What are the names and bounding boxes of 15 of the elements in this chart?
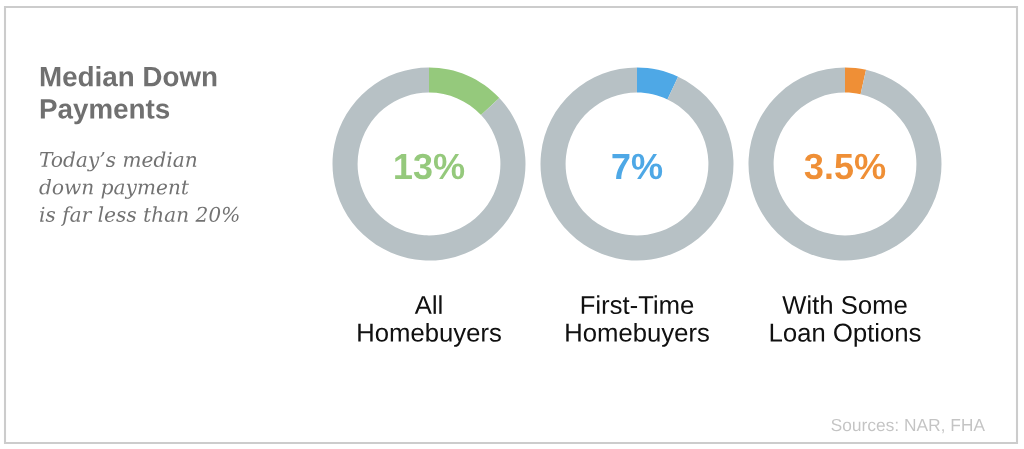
text: With Some Loan Options [770,295,921,347]
text: First-Time Homebuyers [566,295,709,347]
donut-slice [748,67,942,261]
donut-slice [845,67,867,95]
text: 7% [612,153,663,180]
donut-slice [540,67,734,261]
text: Median Down Payments [40,66,217,125]
text: 3.5% [804,153,886,180]
text: All Homebuyers [358,295,501,347]
text: Today’s median down payment is far less than 20% [39,151,239,226]
donut-slice [429,67,500,116]
text: 13% [395,153,465,180]
source-note: Sources: NAR, FHA [831,418,985,434]
donut-slice [637,67,679,100]
donut-slice [332,67,526,261]
